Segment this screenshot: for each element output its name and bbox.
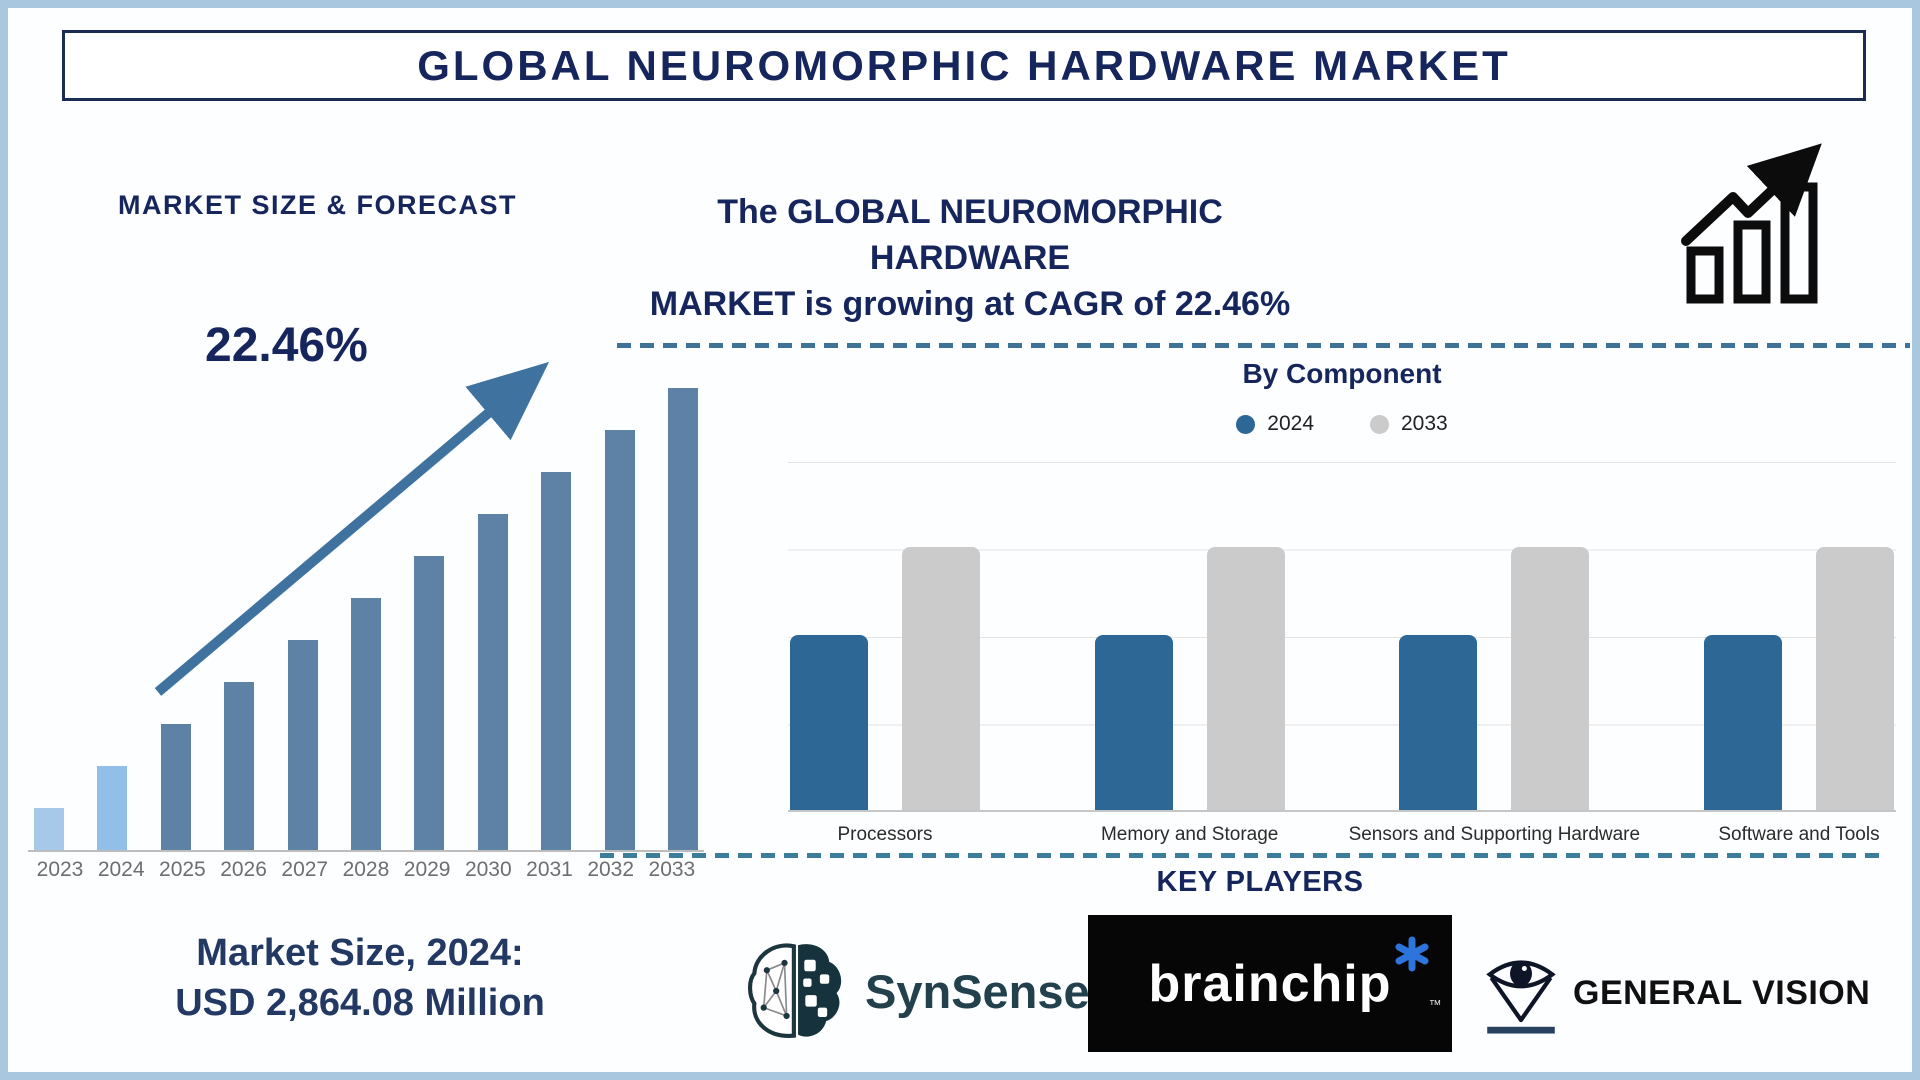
legend-item-2033: 2033 [1370,412,1448,436]
legend-dot [1370,414,1389,434]
component-category-label: Software and Tools [1718,824,1880,845]
brainchip-wordmark: brainchip [1148,954,1392,1013]
forecast-bar-2028 [350,598,381,850]
bar [350,598,381,850]
dashed-divider-bottom [600,853,1882,858]
bar [604,430,635,850]
bar-2024 [1703,635,1782,810]
dashed-divider-top [617,343,1910,348]
forecast-bar-2023 [34,808,64,850]
bar-2033 [1511,547,1590,810]
forecast-bar-2030 [477,514,508,850]
forecast-year-label: 2027 [281,858,329,881]
growth-note-line1: The GLOBAL NEUROMORPHIC HARDWARE [717,193,1223,277]
growth-chart-icon [1681,143,1822,304]
bar-2024 [1399,635,1478,810]
forecast-year-label: 2029 [403,858,451,881]
forecast-heading: MARKET SIZE & FORECAST [118,190,518,220]
forecast-bar-2027 [287,640,318,850]
legend-dot [1236,414,1256,434]
bar [477,514,508,850]
component-group-1 [790,547,980,810]
forecast-bar-2024 [97,766,128,850]
bar [287,640,318,850]
brainchip-tm: ™ [1428,996,1442,1012]
forecast-bar-2029 [414,556,445,850]
forecast-bar-2025 [160,724,191,850]
synsense-wordmark: SynSense [865,964,1090,1018]
component-plot [788,462,1896,812]
market-size-callout: Market Size, 2024: USD 2,864.08 Million [55,928,665,1028]
bar [97,766,128,850]
bar-2033 [902,547,980,810]
forecast-bar-2031 [541,472,572,850]
forecast-year-label: 2023 [36,858,84,881]
page-title: GLOBAL NEUROMORPHIC HARDWARE MARKET [417,41,1511,89]
component-group-4 [1703,547,1894,810]
brainchip-spark-icon [1395,936,1429,971]
legend-label: 2033 [1401,412,1448,435]
title-box: GLOBAL NEUROMORPHIC HARDWARE MARKET [62,30,1866,101]
forecast-bar-2033 [667,388,698,850]
forecast-year-label: 2025 [159,858,206,881]
forecast-year-label: 2030 [464,858,512,881]
key-players-heading: KEY PLAYERS [1156,866,1364,898]
growth-note: The GLOBAL NEUROMORPHIC HARDWARE MARKET … [630,190,1310,328]
logo-brainchip: brainchip ™ [1088,915,1452,1052]
bar [160,724,191,850]
forecast-year-label: 2026 [220,858,267,881]
bar [541,472,572,850]
general-vision-wordmark: GENERAL VISION [1573,973,1871,1012]
component-category-label: Memory and Storage [1100,824,1279,845]
market-size-line1: Market Size, 2024: [196,932,524,974]
forecast-year-label: 2033 [648,858,696,881]
bar [224,682,255,850]
forecast-year-label: 2028 [342,858,390,881]
forecast-bar-2032 [604,430,635,850]
general-vision-eye-icon [1486,960,1556,1034]
growth-note-line2: MARKET is growing at CAGR of 22.46% [649,284,1291,323]
forecast-cagr-label: 22.46% [205,319,368,372]
component-group-3 [1399,547,1590,810]
bar [667,388,698,850]
forecast-bars [28,372,704,852]
forecast-year-label: 2031 [526,858,573,881]
bar-2033 [1815,547,1894,810]
legend-label: 2024 [1267,412,1314,435]
forecast-year-label: 2032 [587,858,635,881]
component-group-2 [1094,547,1285,810]
bar-2033 [1206,547,1285,810]
synsense-brain-icon [747,943,842,1038]
forecast-labels: 2023 2024 2025 2026 2027 2028 2029 2030 2031 2032… [28,858,704,882]
bar [34,808,64,850]
component-category-labels: Processors Memory and Storage Sensors and … [788,824,1896,846]
bar [414,556,445,850]
bar-2024 [1094,635,1173,810]
bar-2024 [790,635,868,810]
forecast-bar-2026 [224,682,255,850]
market-size-line2: USD 2,864.08 Million [175,982,545,1025]
forecast-year-label: 2024 [97,858,145,881]
component-legend: 2024 2033 [788,412,1896,436]
logo-general-vision: GENERAL VISION [1483,943,1870,1043]
component-category-label: Processors [837,824,933,845]
component-category-label: Sensors and Supporting Hardware [1348,824,1641,845]
logo-synsense: SynSense [745,936,1090,1046]
component-chart-title: By Component [1242,358,1442,389]
legend-item-2024: 2024 [1236,412,1314,436]
